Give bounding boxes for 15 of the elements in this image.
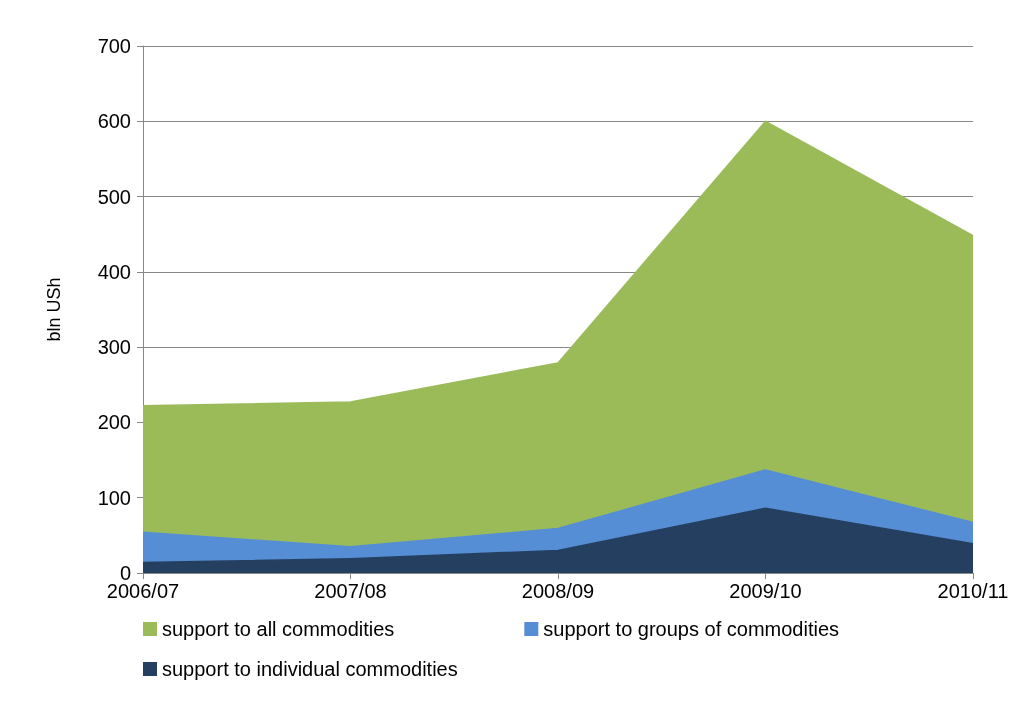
x-tick-label: 2010/11 xyxy=(937,580,1009,602)
legend-label: support to groups of commodities xyxy=(543,618,840,640)
y-tick-label: 700 xyxy=(97,35,131,57)
x-tick-label: 2009/10 xyxy=(729,580,802,602)
legend-label: support to individual commodities xyxy=(162,658,458,680)
y-axis-title: bln USh xyxy=(44,277,64,342)
x-tick-label: 2007/08 xyxy=(314,580,387,602)
y-tick-label: 200 xyxy=(97,411,131,434)
y-tick-label: 500 xyxy=(97,185,131,208)
legend-label: support to all commodities xyxy=(162,618,395,640)
y-tick-label: 600 xyxy=(97,110,131,133)
y-tick-label: 400 xyxy=(97,260,131,283)
y-tick-label: 100 xyxy=(97,486,131,509)
x-tick-label: 2008/09 xyxy=(521,580,595,602)
y-tick-label: 300 xyxy=(97,336,131,359)
